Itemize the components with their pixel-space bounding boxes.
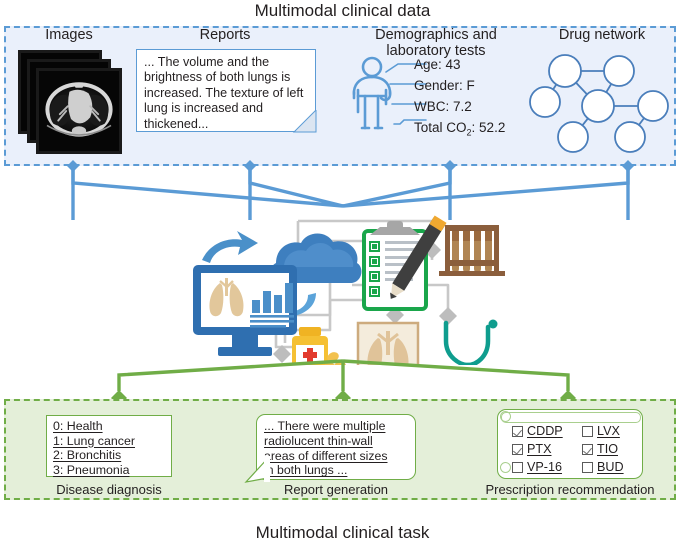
figure-bottom-title: Multimodal clinical task — [255, 523, 430, 542]
arrow-to-cloud-icon — [202, 231, 258, 263]
lab-wbc: WBC: 7.2 — [414, 99, 472, 114]
prescription-drug-grid[interactable]: CDDP LVX PTX TIO VP-16 BUD — [512, 424, 634, 474]
monitor-chart-icon — [193, 265, 297, 356]
drug-label-lvx: LVX — [597, 424, 620, 438]
drug-label-vp16: VP-16 — [527, 460, 563, 474]
generated-report-line-1: ... There were multiple — [264, 419, 386, 433]
red-cross-icon — [303, 348, 317, 362]
drug-row-cddp[interactable]: CDDP — [512, 424, 564, 438]
pencil-icon — [390, 215, 447, 299]
medicine-bottle-icon — [292, 327, 328, 365]
column-heading-reports: Reports — [199, 27, 251, 43]
column-heading-images: Images — [45, 27, 93, 43]
diagnosis-class-1: 1: Lung cancer — [53, 433, 135, 448]
drug-node-7 — [614, 121, 646, 153]
drug-row-lvx[interactable]: LVX — [582, 424, 634, 438]
test-tube-rack-icon — [439, 225, 505, 276]
caption-report-generation: Report generation — [283, 482, 389, 497]
diagnosis-class-0: 0: Health — [53, 419, 103, 433]
patient-figure-icon — [352, 56, 392, 130]
generated-report-line-3: areas of different sizes — [264, 448, 388, 463]
checkbox-vp16[interactable] — [512, 461, 523, 473]
checkbox-lvx[interactable] — [582, 425, 593, 437]
diagnosis-class-2: 2: Bronchitis — [53, 448, 122, 463]
speech-bubble-tail-icon — [244, 456, 270, 483]
drug-row-vp16[interactable]: VP-16 — [512, 460, 564, 474]
generated-report-line-4: in both lungs ... — [264, 463, 348, 478]
lab-total-co2: Total CO2: 52.2 — [414, 120, 505, 138]
drug-label-ptx: PTX — [527, 442, 552, 456]
drug-node-4 — [581, 89, 615, 123]
checkbox-ptx[interactable] — [512, 443, 523, 455]
demographic-age: Age: 43 — [414, 57, 461, 72]
report-text: ... The volume and the brightness of bot… — [144, 55, 304, 131]
column-heading-drug-network: Drug network — [558, 27, 646, 43]
drug-node-2 — [603, 55, 635, 87]
drug-node-3 — [529, 86, 561, 118]
diagnosis-class-3: 3: Pneumonia — [53, 462, 130, 477]
drug-node-1 — [548, 54, 582, 88]
drug-label-tio: TIO — [597, 442, 618, 456]
lab-total-co2-label: Total CO — [414, 120, 467, 135]
disease-diagnosis-box[interactable]: 0: Health 1: Lung cancer 2: Bronchitis 3… — [46, 415, 172, 477]
caption-prescription-recommendation: Prescription recommendation — [485, 482, 655, 497]
lab-total-co2-value: : 52.2 — [471, 120, 506, 135]
drug-label-cddp: CDDP — [527, 424, 563, 438]
stethoscope-icon — [443, 319, 498, 365]
drug-node-6 — [557, 121, 589, 153]
bar-chart-icon — [250, 283, 294, 328]
demographics-leader-lines — [385, 63, 427, 125]
data-connector-diamonds — [67, 160, 634, 172]
report-generation-bubble[interactable]: ... There were multiple radiolucent thin… — [256, 414, 416, 480]
data-to-model-connectors — [67, 160, 634, 220]
drug-label-bud: BUD — [597, 460, 624, 474]
spiral-ring-bottom — [500, 462, 511, 473]
report-text-card[interactable]: ... The volume and the brightness of bot… — [136, 49, 316, 132]
drug-network-graph[interactable] — [528, 52, 676, 156]
lungs-icon — [209, 278, 244, 317]
figure-top-title: Multimodal clinical data — [254, 1, 431, 20]
ct-slice-front — [36, 68, 122, 154]
multimodal-model-illustration — [193, 215, 505, 365]
demographic-gender: Gender: F — [414, 78, 475, 93]
notepad-spiral-bar — [501, 412, 641, 423]
ct-scan-icon — [39, 71, 119, 151]
chest-xray-icon — [356, 321, 420, 365]
drug-row-bud[interactable]: BUD — [582, 460, 634, 474]
drug-row-ptx[interactable]: PTX — [512, 442, 564, 456]
lab-total-co2-subscript: 2 — [466, 127, 472, 138]
ct-image-stack[interactable] — [18, 50, 130, 154]
checkbox-tio[interactable] — [582, 443, 593, 455]
generated-report-line-2: radiolucent thin-wall — [264, 433, 373, 448]
checkbox-cddp[interactable] — [512, 425, 523, 437]
report-card-fold-corner — [292, 110, 317, 133]
drug-row-tio[interactable]: TIO — [582, 442, 634, 456]
drug-node-5 — [637, 90, 669, 122]
column-heading-demographics: Demographics and laboratory tests — [375, 27, 497, 59]
model-to-task-connectors — [111, 359, 576, 404]
checkbox-bud[interactable] — [582, 461, 593, 473]
caption-disease-diagnosis: Disease diagnosis — [56, 482, 162, 497]
spiral-ring-top — [500, 411, 511, 422]
clipboard-checklist-icon — [362, 221, 428, 311]
